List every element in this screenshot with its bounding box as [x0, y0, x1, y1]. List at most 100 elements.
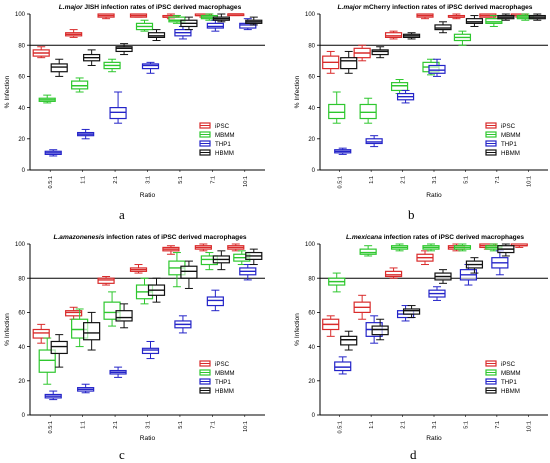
y-tick-label: 100	[15, 12, 26, 18]
legend-item-mbmm: MBMM	[485, 131, 521, 139]
box-iqr	[65, 310, 83, 317]
x-tick-label: 1:1	[369, 176, 375, 184]
legend-item-hbmm: HBMM	[485, 149, 520, 157]
box-mbmm-3	[422, 243, 440, 252]
box-iqr	[340, 335, 358, 346]
y-tick-label: 20	[18, 379, 25, 385]
legend-label: THP1	[501, 379, 517, 386]
chart-title-species: L.major	[338, 4, 362, 11]
y-tick-label: 0	[312, 168, 316, 174]
chart-panel-d: L.mexicana infection rates of iPSC deriv…	[294, 234, 548, 442]
y-tick-label: 0	[22, 413, 26, 419]
chart-title-species: L.major	[59, 4, 83, 11]
y-tick-label: 60	[308, 311, 315, 317]
box-ipsc-3	[416, 250, 434, 266]
chart-title-species: L.amazonenesis	[53, 234, 104, 241]
box-iqr	[485, 18, 503, 24]
box-iqr	[359, 103, 377, 120]
panel-letter-b: b	[408, 207, 415, 222]
chart-title-species: L.mexicana	[346, 234, 382, 241]
box-hbmm-4	[180, 16, 198, 31]
box-thp1-4	[174, 315, 192, 334]
x-tick-label: 2:1	[401, 421, 407, 429]
box-thp1-5	[206, 19, 224, 32]
box-hbmm-5	[212, 13, 230, 23]
box-thp1-5	[206, 289, 224, 312]
chart-title-rest: infection rates of iPSC derived macropha…	[382, 234, 525, 241]
x-axis-label: Ratio	[140, 435, 156, 442]
box-mbmm-0	[328, 272, 346, 293]
chart-title: L.major JISH infection rates of iPSC der…	[59, 4, 242, 11]
y-tick-label: 80	[308, 43, 315, 49]
legend-item-hbmm: HBMM	[199, 149, 234, 157]
legend-item-ipsc: iPSC	[485, 360, 516, 368]
box-iqr	[206, 22, 224, 29]
box-iqr	[465, 18, 484, 24]
box-ipsc-0	[32, 323, 50, 344]
box-thp1-2	[109, 366, 127, 378]
box-mbmm-0	[38, 94, 56, 104]
x-tick-label: 1:1	[369, 421, 375, 429]
box-iqr	[32, 328, 50, 339]
y-tick-label: 40	[308, 345, 315, 351]
chart-title: L.major mCherry infection rates of iPSC …	[338, 4, 533, 11]
x-tick-label: 7:1	[210, 176, 216, 184]
x-tick-label: 0.5:1	[48, 421, 54, 433]
chart-title: L.mexicana infection rates of iPSC deriv…	[346, 234, 524, 241]
legend-label: MBMM	[215, 132, 235, 139]
box-hbmm-5	[497, 13, 515, 21]
x-tick-label: 0.5:1	[338, 176, 344, 188]
y-axis-label: % Infection	[4, 313, 11, 346]
box-hbmm-3	[147, 277, 166, 303]
legend-item-ipsc: iPSC	[485, 122, 516, 130]
x-tick-label: 2:1	[113, 421, 119, 429]
box-ipsc-6	[227, 13, 245, 17]
x-tick-label: 0.5:1	[338, 421, 344, 433]
panel-letter-c: c	[119, 447, 125, 462]
x-tick-label: 3:1	[432, 176, 438, 184]
legend-item-mbmm: MBMM	[485, 369, 521, 377]
box-iqr	[71, 80, 89, 90]
box-hbmm-2	[402, 305, 421, 319]
box-iqr	[168, 16, 186, 23]
box-hbmm-0	[50, 58, 68, 77]
legend-item-thp1: THP1	[199, 140, 231, 148]
box-iqr	[141, 347, 160, 355]
box-ipsc-5	[194, 243, 212, 252]
box-hbmm-0	[340, 330, 358, 351]
legend-item-thp1: THP1	[485, 378, 517, 386]
box-iqr	[50, 340, 68, 355]
box-iqr	[115, 46, 133, 53]
box-ipsc-6	[227, 243, 245, 252]
box-iqr	[384, 32, 403, 39]
box-iqr	[371, 49, 389, 56]
box-mbmm-2	[390, 243, 409, 252]
x-tick-label: 2:1	[401, 176, 407, 184]
box-iqr	[141, 63, 160, 70]
legend-label: iPSC	[215, 361, 230, 368]
x-tick-label: 10:1	[526, 421, 532, 432]
box-thp1-1	[365, 135, 383, 148]
x-axis-label: Ratio	[140, 192, 156, 199]
box-hbmm-1	[83, 49, 101, 66]
box-mbmm-1	[359, 97, 377, 124]
x-axis-label: Ratio	[426, 435, 442, 442]
box-hbmm-5	[212, 250, 230, 271]
box-hbmm-3	[434, 269, 452, 284]
box-ipsc-1	[65, 29, 83, 38]
box-iqr	[97, 277, 115, 284]
box-mbmm-2	[103, 58, 121, 73]
box-iqr	[50, 63, 68, 73]
box-thp1-2	[109, 91, 127, 124]
legend-item-hbmm: HBMM	[199, 387, 234, 395]
y-tick-label: 0	[312, 413, 316, 419]
box-iqr	[390, 82, 409, 92]
x-tick-label: 1:1	[81, 421, 87, 429]
box-iqr	[334, 361, 352, 372]
legend-label: HBMM	[215, 388, 234, 395]
x-tick-label: 10:1	[526, 176, 532, 187]
box-ipsc-2	[97, 13, 115, 20]
panel-letter-d: d	[410, 447, 417, 462]
box-iqr	[365, 138, 383, 145]
